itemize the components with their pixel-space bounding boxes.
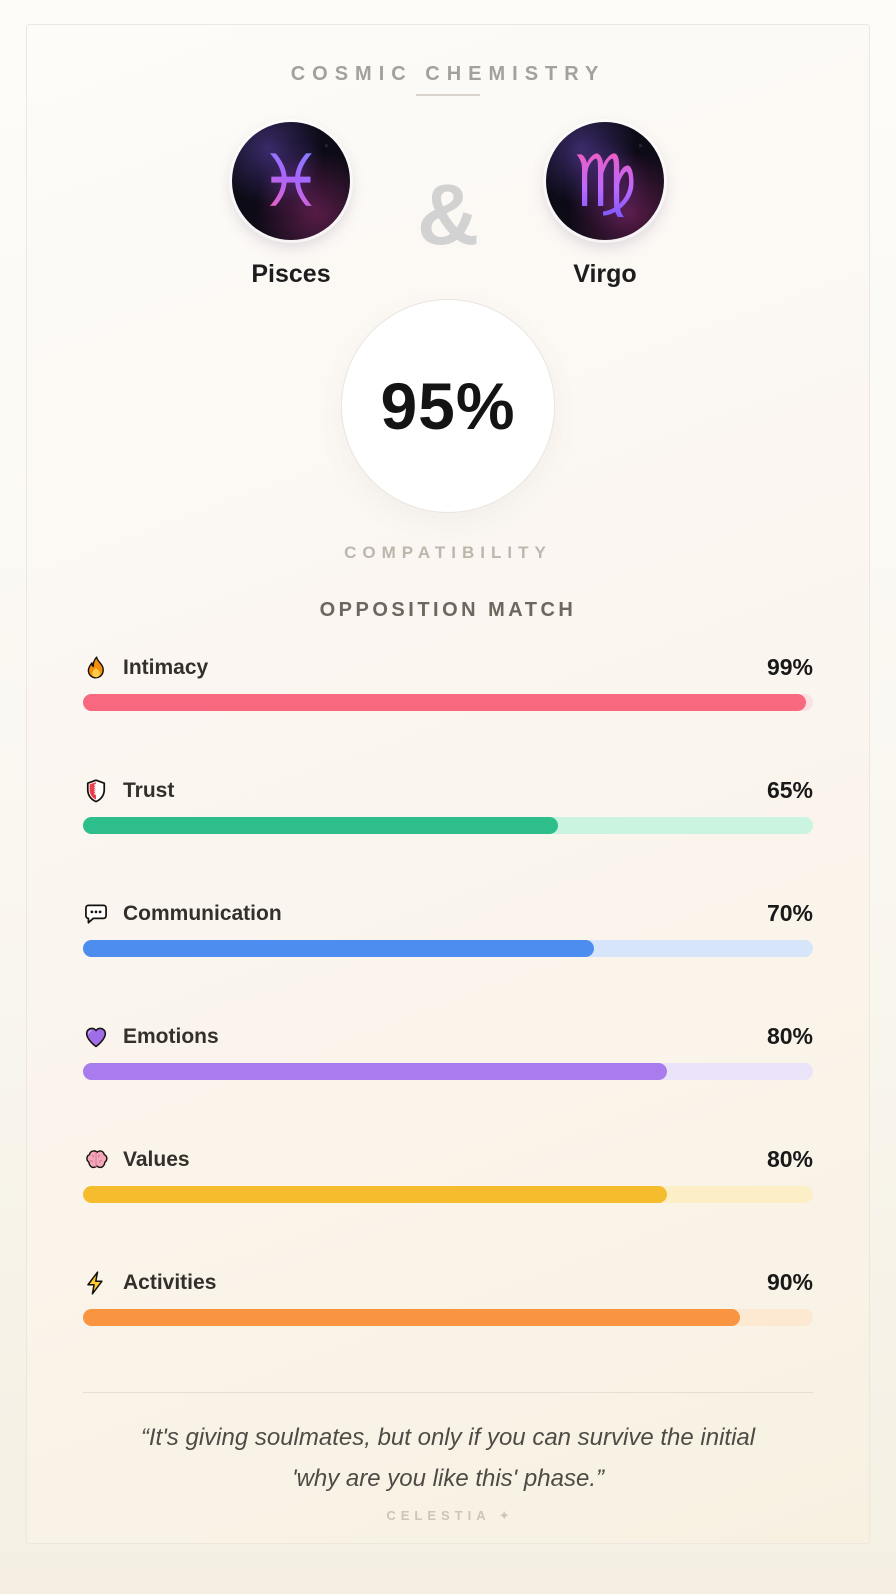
stat-label: Trust <box>123 778 175 802</box>
stat-bar-fill <box>83 694 806 711</box>
quote: “It's giving soulmates, but only if you … <box>68 1417 828 1500</box>
virgo-badge: ♍ <box>546 122 664 240</box>
stat-bar-track <box>83 1186 813 1203</box>
stat-bar-fill <box>83 1063 667 1080</box>
stat-row: Communication 70% <box>83 900 813 957</box>
stat-percent: 65% <box>766 777 813 803</box>
stat-percent: 99% <box>766 654 813 680</box>
stat-label: Communication <box>123 901 282 925</box>
stat-label: Activities <box>123 1270 217 1294</box>
stats-list: Intimacy 99% Trust 65% Communication 70% <box>83 654 813 1326</box>
sign-name-left: Pisces <box>251 260 331 288</box>
quote-line-2: 'why are you like this' phase.” <box>292 1465 604 1493</box>
stat-bar-track <box>83 940 813 957</box>
virgo-icon: ♍ <box>572 139 638 223</box>
stat-percent: 70% <box>766 900 813 926</box>
compatibility-card: COSMIC CHEMISTRY ♓ Pisces & ♍ Virgo 95% … <box>26 24 870 1544</box>
stat-bar-track <box>83 1063 813 1080</box>
pisces-badge: ♓ <box>232 122 350 240</box>
match-type-label: OPPOSITION MATCH <box>319 599 577 621</box>
speech-bubble-icon <box>83 901 109 927</box>
score-circle: 95% <box>341 299 555 513</box>
stat-percent: 80% <box>766 1023 813 1049</box>
sign-pair-row: ♓ Pisces & ♍ Virgo <box>59 122 837 289</box>
stat-row: Values 80% <box>83 1146 813 1203</box>
brand-footer: CELESTIA ✦ <box>59 1508 837 1524</box>
title-underline <box>416 94 480 96</box>
stat-bar-fill <box>83 940 594 957</box>
sign-left: ♓ Pisces <box>169 122 413 289</box>
heart-icon <box>83 1024 109 1050</box>
stat-label: Emotions <box>123 1024 219 1048</box>
brand-name: CELESTIA <box>386 1507 491 1523</box>
stat-row: Intimacy 99% <box>83 654 813 711</box>
stat-row: Emotions 80% <box>83 1023 813 1080</box>
stat-bar-fill <box>83 1309 740 1326</box>
sign-right: ♍ Virgo <box>483 122 727 289</box>
sparkle-icon: ✦ <box>498 1507 510 1523</box>
stat-bar-track <box>83 1309 813 1326</box>
stat-percent: 80% <box>766 1146 813 1172</box>
stat-bar-track <box>83 694 813 711</box>
stat-bar-fill <box>83 817 558 834</box>
score-caption: COMPATIBILITY <box>344 543 552 562</box>
stat-label: Values <box>123 1147 190 1171</box>
stat-row: Trust 65% <box>83 777 813 834</box>
lightning-icon <box>83 1270 109 1296</box>
stat-bar-track <box>83 817 813 834</box>
quote-line-1: “It's giving soulmates, but only if you … <box>140 1424 756 1451</box>
fire-icon <box>83 655 109 681</box>
ampersand: & <box>416 167 480 263</box>
pisces-icon: ♓ <box>258 139 324 223</box>
divider <box>83 1392 813 1393</box>
page-title: COSMIC CHEMISTRY <box>290 63 606 85</box>
sign-name-right: Virgo <box>573 260 637 288</box>
stat-label: Intimacy <box>123 655 209 679</box>
shield-icon <box>83 778 109 804</box>
stat-bar-fill <box>83 1186 667 1203</box>
brain-icon <box>83 1147 109 1173</box>
stat-percent: 90% <box>766 1269 813 1295</box>
stat-row: Activities 90% <box>83 1269 813 1326</box>
score-value: 95% <box>380 369 516 443</box>
